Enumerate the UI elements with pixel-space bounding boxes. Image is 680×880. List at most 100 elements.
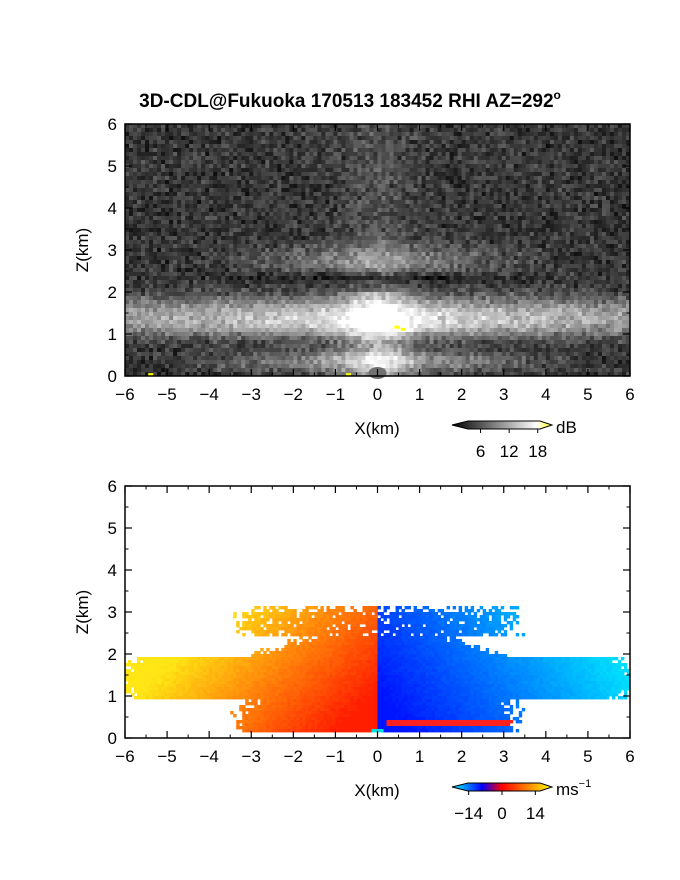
intensity-cell (526, 152, 530, 156)
intensity-cell (137, 240, 141, 244)
intensity-cell (261, 172, 265, 176)
intensity-cell (345, 208, 349, 212)
intensity-cell (410, 248, 414, 252)
intensity-cell (321, 216, 325, 220)
intensity-cell (602, 192, 606, 196)
intensity-cell (590, 268, 594, 272)
intensity-cell (273, 244, 277, 248)
intensity-cell (410, 204, 414, 208)
intensity-cell (261, 236, 265, 240)
intensity-cell (285, 132, 289, 136)
intensity-cell (478, 268, 482, 272)
intensity-cell (574, 132, 578, 136)
intensity-cell (462, 160, 466, 164)
intensity-cell (562, 208, 566, 212)
intensity-cell (542, 244, 546, 248)
intensity-cell (289, 236, 293, 240)
intensity-cell (586, 272, 590, 276)
intensity-cell (265, 164, 269, 168)
intensity-cell (582, 256, 586, 260)
intensity-cell (530, 152, 534, 156)
intensity-cell (289, 148, 293, 152)
intensity-cell (442, 132, 446, 136)
intensity-cell (414, 240, 418, 244)
intensity-cell (369, 224, 373, 228)
intensity-cell (450, 240, 454, 244)
intensity-cell (237, 256, 241, 260)
intensity-cell (478, 248, 482, 252)
intensity-cell (349, 264, 353, 268)
intensity-cell (390, 184, 394, 188)
intensity-cell (217, 200, 221, 204)
intensity-cell (153, 236, 157, 240)
intensity-cell (462, 152, 466, 156)
intensity-cell (406, 264, 410, 268)
intensity-cell (337, 260, 341, 264)
intensity-cell (418, 264, 422, 268)
intensity-cell (177, 208, 181, 212)
intensity-cell (317, 264, 321, 268)
intensity-cell (506, 196, 510, 200)
intensity-cell (289, 156, 293, 160)
intensity-cell (249, 164, 253, 168)
intensity-cell (153, 204, 157, 208)
intensity-cell (418, 280, 422, 284)
intensity-cell (261, 196, 265, 200)
intensity-cell (297, 204, 301, 208)
intensity-cell (185, 196, 189, 200)
intensity-cell (518, 276, 522, 280)
intensity-cell (570, 200, 574, 204)
intensity-cell (273, 140, 277, 144)
intensity-cell (249, 232, 253, 236)
intensity-cell (237, 196, 241, 200)
intensity-cell (518, 232, 522, 236)
intensity-cell (474, 252, 478, 256)
intensity-cell (353, 184, 357, 188)
intensity-cell (442, 128, 446, 132)
intensity-cell (337, 236, 341, 240)
intensity-cell (153, 148, 157, 152)
intensity-cell (562, 196, 566, 200)
intensity-cell (454, 140, 458, 144)
intensity-cell (514, 208, 518, 212)
intensity-cell (177, 180, 181, 184)
intensity-cell (249, 244, 253, 248)
intensity-cell (165, 176, 169, 180)
intensity-cell (478, 172, 482, 176)
intensity-cell (566, 176, 570, 180)
intensity-cell (594, 232, 598, 236)
intensity-cell (610, 172, 614, 176)
intensity-cell (446, 240, 450, 244)
intensity-cell (165, 200, 169, 204)
intensity-cell (317, 228, 321, 232)
intensity-cell (618, 164, 622, 168)
intensity-cell (522, 156, 526, 160)
intensity-cell (269, 156, 273, 160)
intensity-cell (313, 244, 317, 248)
intensity-cell (129, 244, 133, 248)
intensity-cell (369, 172, 373, 176)
intensity-cell (542, 212, 546, 216)
intensity-cell (566, 264, 570, 268)
intensity-cell (378, 200, 382, 204)
intensity-cell (446, 248, 450, 252)
intensity-cell (225, 216, 229, 220)
intensity-cell (329, 168, 333, 172)
intensity-cell (137, 220, 141, 224)
intensity-cell (582, 184, 586, 188)
intensity-cell (365, 152, 369, 156)
intensity-cell (145, 156, 149, 160)
intensity-cell (462, 144, 466, 148)
intensity-cell (373, 156, 377, 160)
intensity-cell (618, 168, 622, 172)
intensity-cell (526, 172, 530, 176)
intensity-cell (209, 264, 213, 268)
intensity-cell (185, 272, 189, 276)
intensity-cell (554, 176, 558, 180)
intensity-cell (546, 184, 550, 188)
intensity-cell (161, 184, 165, 188)
intensity-cell (365, 240, 369, 244)
intensity-cell (313, 248, 317, 252)
intensity-cell (181, 128, 185, 132)
intensity-cell (622, 128, 626, 132)
